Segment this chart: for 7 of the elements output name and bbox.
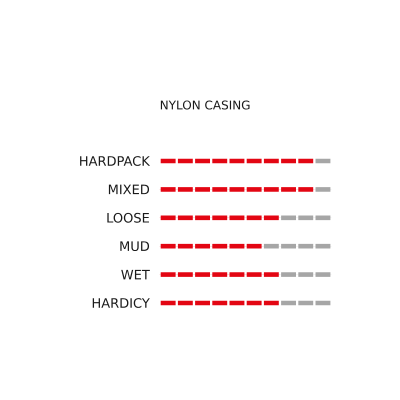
- y-tick-label: MIXED: [108, 184, 150, 194]
- y-tick-label: LOOSE: [107, 212, 149, 223]
- y-tick-label: MUD: [120, 241, 150, 252]
- chart-title: NYLON CASING: [160, 100, 250, 110]
- y-tick-label: HARDICY: [92, 298, 150, 308]
- y-tick-label: HARDPACK: [80, 156, 150, 166]
- y-tick-label: WET: [121, 270, 150, 280]
